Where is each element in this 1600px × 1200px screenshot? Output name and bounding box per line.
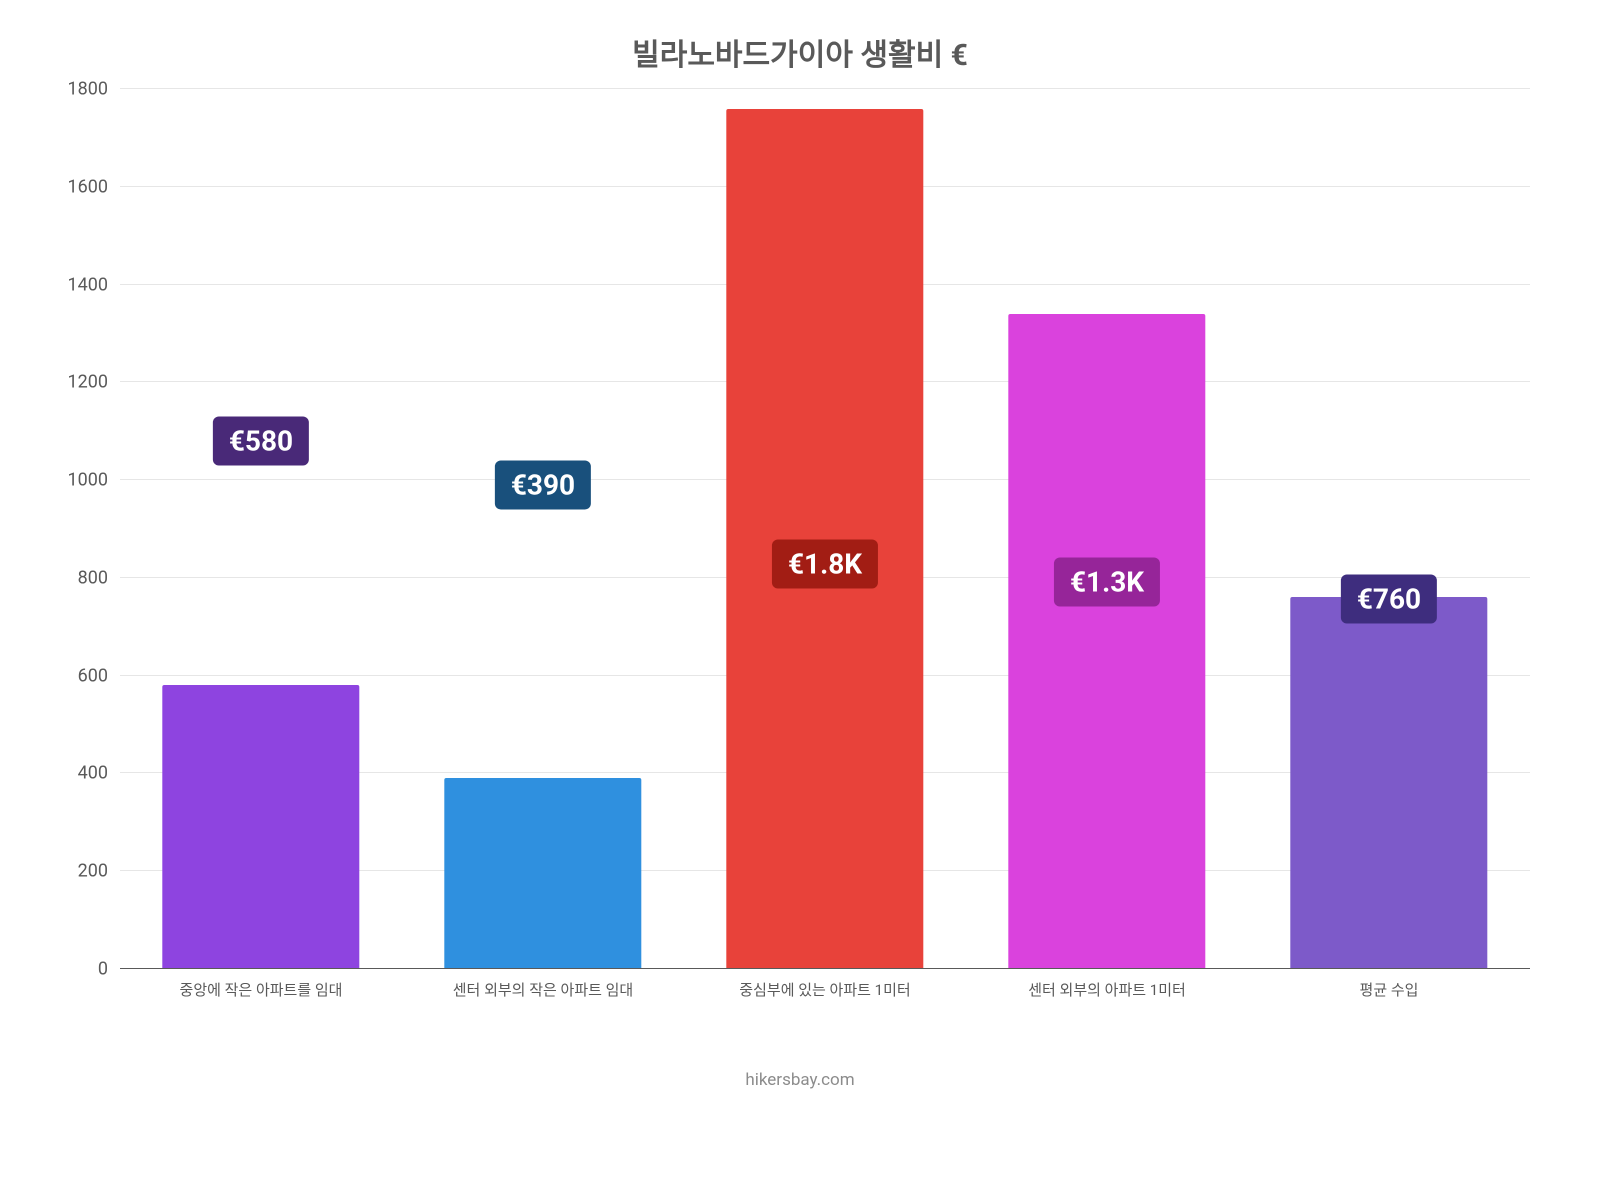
y-tick-label: 1800 [68,79,108,100]
y-tick-label: 600 [78,665,108,686]
y-tick-label: 1000 [68,470,108,491]
x-axis-label: 평균 수입 [1248,969,1530,1000]
cost-of-living-chart: 빌라노바드가이아 생활비 € €580 €390 €1.8K €1.3K €760 0 2… [0,0,1600,1200]
chart-title: 빌라노바드가이아 생활비 € [50,30,1550,74]
x-axis-label: 센터 외부의 작은 아파트 임대 [402,969,684,1000]
bar [162,685,359,969]
bar-slot: €1.3K [966,89,1248,969]
bar-value-label: €580 [213,417,309,466]
y-tick-label: 1200 [68,372,108,393]
bars-area: €580 €390 €1.8K €1.3K €760 [120,89,1530,969]
x-axis-label: 중앙에 작은 아파트를 임대 [120,969,402,1000]
y-tick-label: 200 [78,861,108,882]
x-axis-label: 중심부에 있는 아파트 1미터 [684,969,966,1000]
bar-value-label: €1.8K [772,540,878,589]
bar-slot: €580 [120,89,402,969]
bar [444,778,641,969]
bar-value-label: €1.3K [1054,557,1160,606]
y-tick-label: 800 [78,567,108,588]
bar-value-label: €760 [1341,575,1437,624]
bar-slot: €1.8K [684,89,966,969]
chart-footer: hikersbay.com [50,1070,1550,1090]
y-tick-label: 0 [98,959,108,980]
plot-area: €580€390€1.8K€1.3K€760 02004006008001000… [120,89,1530,969]
y-tick-label: 1400 [68,274,108,295]
bar-value-label: €390 [495,461,591,510]
bar [1290,597,1487,969]
x-axis-label: 센터 외부의 아파트 1미터 [966,969,1248,1000]
y-tick-label: 400 [78,763,108,784]
bar-slot: €390 [402,89,684,969]
bar [1008,314,1205,969]
bar-slot: €760 [1248,89,1530,969]
x-axis-line [120,968,1530,969]
y-tick-label: 1600 [68,176,108,197]
x-axis-labels: 중앙에 작은 아파트를 임대센터 외부의 작은 아파트 임대중심부에 있는 아파… [120,969,1530,1000]
